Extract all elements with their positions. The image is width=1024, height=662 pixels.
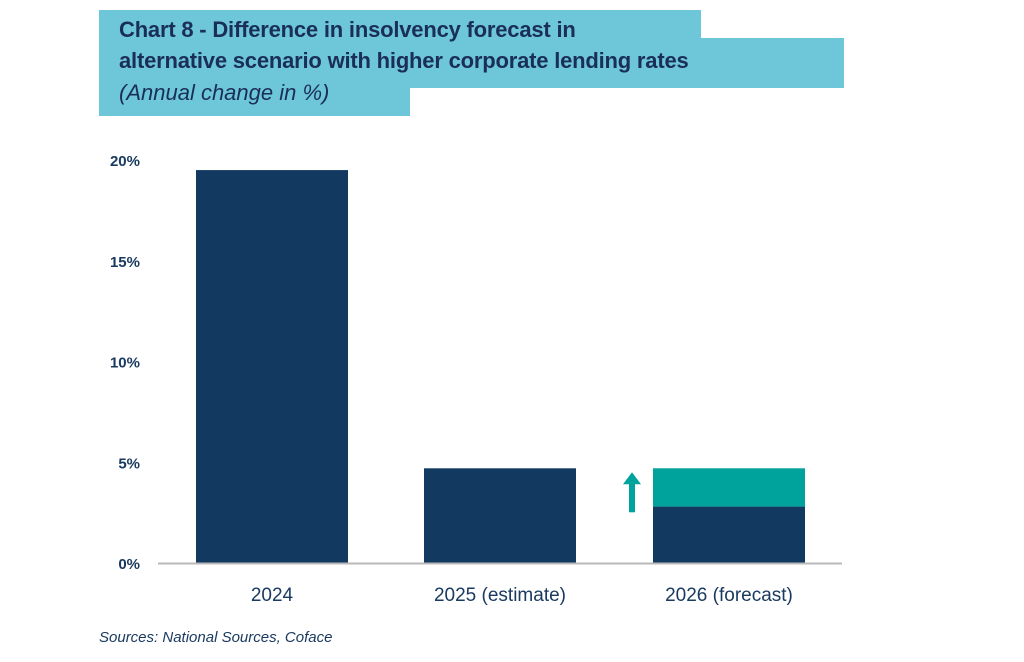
x-axis-ticks: 2024 2025 (estimate) 2026 (forecast) [251,585,793,606]
chart-title-line-1: Chart 8 - Difference in insolvency forec… [119,17,576,42]
bar-baseline [196,170,348,563]
bars [196,170,805,563]
title-background [99,84,410,116]
y-tick-label: 5% [118,455,140,472]
x-tick-label: 2024 [251,585,294,606]
y-tick-label: 0% [118,556,140,573]
bar-baseline [653,506,805,563]
chart-title-line-2: alternative scenario with higher corpora… [119,48,689,73]
x-tick-label: 2026 (forecast) [665,585,793,606]
y-tick-label: 10% [110,355,140,372]
x-tick-label: 2025 (estimate) [434,585,566,606]
title-background [99,10,701,42]
y-axis-ticks: 0% 5% 10% 15% 20% [110,153,140,573]
bar-baseline [424,468,576,563]
title-background [99,38,844,88]
annotations [623,472,641,513]
up-arrow-icon [623,472,641,513]
y-tick-label: 15% [110,254,140,271]
y-tick-label: 20% [110,153,140,170]
source-note: Sources: National Sources, Coface [99,629,333,646]
chart-subtitle: (Annual change in %) [119,80,330,105]
bar-increment [653,468,805,507]
